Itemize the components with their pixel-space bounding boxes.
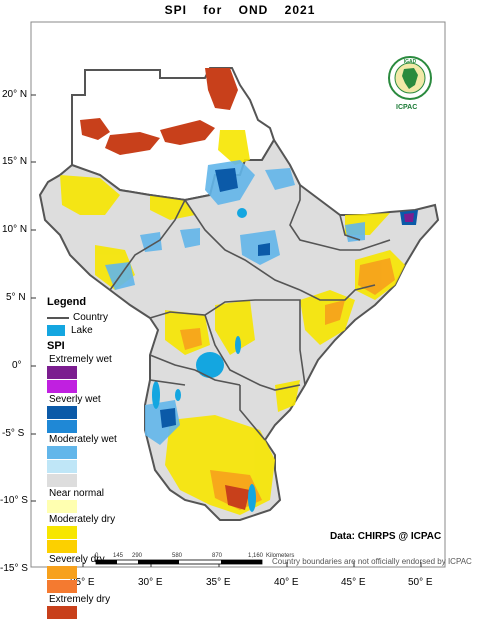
logo-name: ICPAC <box>396 104 418 111</box>
legend-lake-row: Lake <box>47 324 167 337</box>
swatch-severly-wet-2 <box>47 420 77 433</box>
lat-label-5n: 5° N <box>6 292 26 303</box>
scale-tick-580: 580 <box>172 553 183 559</box>
lat-label-10n: 10° N <box>2 224 28 235</box>
spi-class-label: Severely dry <box>49 554 105 565</box>
swatch-extremely-wet <box>47 366 77 379</box>
lat-label-10s: -10° S <box>0 495 28 506</box>
map-title: SPI for OND 2021 <box>0 3 480 17</box>
scale-tick-145: 145 <box>113 553 124 559</box>
title-year: 2021 <box>284 3 316 17</box>
lon-label-45e: 45° E <box>341 577 366 588</box>
spi-classes: Extremely wet Severly wet Moderately wet… <box>47 354 167 619</box>
spi-map <box>30 21 446 568</box>
country-line-symbol <box>47 316 69 319</box>
legend-country-label: Country <box>73 312 109 323</box>
swatch-severely-dry-2 <box>47 580 77 593</box>
igad-logo: IGAD <box>387 55 433 101</box>
lakes <box>152 208 256 512</box>
spi-class-label: Moderately wet <box>49 434 117 445</box>
swatch-moderately-wet <box>47 446 77 459</box>
swatch-extremely-dry <box>47 606 77 619</box>
lat-label-15n: 15° N <box>2 156 28 167</box>
scale-tick-290: 290 <box>132 553 143 559</box>
lat-label-0: 0° <box>12 360 22 371</box>
lon-label-40e: 40° E <box>274 577 299 588</box>
spi-class-label: Severly wet <box>49 394 101 405</box>
lat-label-20n: 20° N <box>2 89 28 100</box>
scale-tick-1160: 1,160 <box>248 553 264 559</box>
lon-label-25e: 25° E <box>70 577 95 588</box>
swatch-moderately-wet-2 <box>47 460 77 473</box>
lat-label-15s: -15° S <box>0 563 28 574</box>
spi-class-label: Extremely wet <box>49 354 112 365</box>
scale-tick-0: 0 <box>95 553 99 559</box>
swatch-severly-wet <box>47 406 77 419</box>
scale-bar <box>95 559 263 565</box>
map-frame <box>30 21 446 568</box>
spi-class-label: Extremely dry <box>49 594 111 605</box>
logo-acronym: IGAD <box>404 59 417 65</box>
legend-title: Legend <box>47 296 87 308</box>
legend-spi-title: SPI <box>47 340 65 352</box>
lake-swatch <box>47 325 65 336</box>
lon-label-35e: 35° E <box>206 577 231 588</box>
legend-country-row: Country <box>47 311 167 324</box>
country-boundaries <box>47 164 391 441</box>
lat-label-5s: -5° S <box>2 428 25 439</box>
extremely-wet-areas <box>404 213 414 222</box>
scale-unit: Kilometers <box>266 553 295 559</box>
title-index: SPI <box>164 3 187 17</box>
spi-class-label: Moderately dry <box>49 514 116 525</box>
map-legend: Legend Country Lake SPI Extremely wet Se… <box>47 296 167 620</box>
swatch-severely-dry <box>47 566 77 579</box>
data-credit: Data: CHIRPS @ ICPAC <box>330 531 442 542</box>
scale-tick-870: 870 <box>212 553 223 559</box>
swatch-near-normal <box>47 474 77 487</box>
swatch-extremely-wet-2 <box>47 380 77 393</box>
swatch-near-normal-2 <box>47 500 77 513</box>
title-for: for <box>203 3 223 17</box>
legend-lake-label: Lake <box>71 325 93 336</box>
title-season: OND <box>238 3 269 17</box>
swatch-moderately-dry-2 <box>47 540 77 553</box>
spi-class-label: Near normal <box>49 488 105 499</box>
extremely-dry-areas <box>80 68 250 510</box>
lon-label-30e: 30° E <box>138 577 163 588</box>
lon-label-50e: 50° E <box>408 577 433 588</box>
boundary-disclaimer: Country boundaries are not officially en… <box>272 557 472 566</box>
swatch-moderately-dry <box>47 526 77 539</box>
